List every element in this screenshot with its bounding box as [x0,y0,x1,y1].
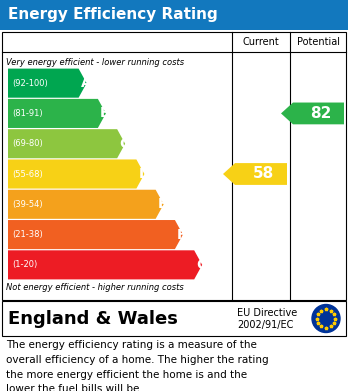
Text: Very energy efficient - lower running costs: Very energy efficient - lower running co… [6,58,184,67]
Text: (81-91): (81-91) [12,109,42,118]
Text: 2002/91/EC: 2002/91/EC [237,320,293,330]
Text: Potential: Potential [296,37,340,47]
Polygon shape [281,102,344,124]
Polygon shape [8,99,106,128]
Circle shape [312,305,340,332]
Text: EU Directive: EU Directive [237,308,297,318]
Text: (1-20): (1-20) [12,260,37,269]
Text: Not energy efficient - higher running costs: Not energy efficient - higher running co… [6,283,184,292]
Polygon shape [8,160,144,188]
Bar [0,0,348,30]
Polygon shape [223,163,287,185]
Bar [2,301,346,336]
Text: (39-54): (39-54) [12,200,42,209]
Polygon shape [8,220,183,249]
Text: E: E [158,197,167,211]
Text: F: F [177,228,187,242]
Text: (69-80): (69-80) [12,139,43,148]
Text: G: G [196,258,207,272]
Polygon shape [8,190,164,219]
Text: (92-100): (92-100) [12,79,48,88]
Text: Current: Current [243,37,279,47]
Polygon shape [8,68,87,98]
Text: The energy efficiency rating is a measure of the
overall efficiency of a home. T: The energy efficiency rating is a measur… [6,340,269,391]
Text: A: A [81,76,92,90]
Text: 58: 58 [252,167,274,181]
Text: (55-68): (55-68) [12,170,43,179]
Text: (21-38): (21-38) [12,230,43,239]
Polygon shape [8,129,125,158]
Text: England & Wales: England & Wales [8,310,178,328]
Text: C: C [119,137,129,151]
Text: 82: 82 [310,106,331,121]
Text: D: D [139,167,150,181]
Polygon shape [8,250,202,280]
Text: Energy Efficiency Rating: Energy Efficiency Rating [8,7,218,23]
Text: B: B [100,106,111,120]
Bar [2,32,346,300]
